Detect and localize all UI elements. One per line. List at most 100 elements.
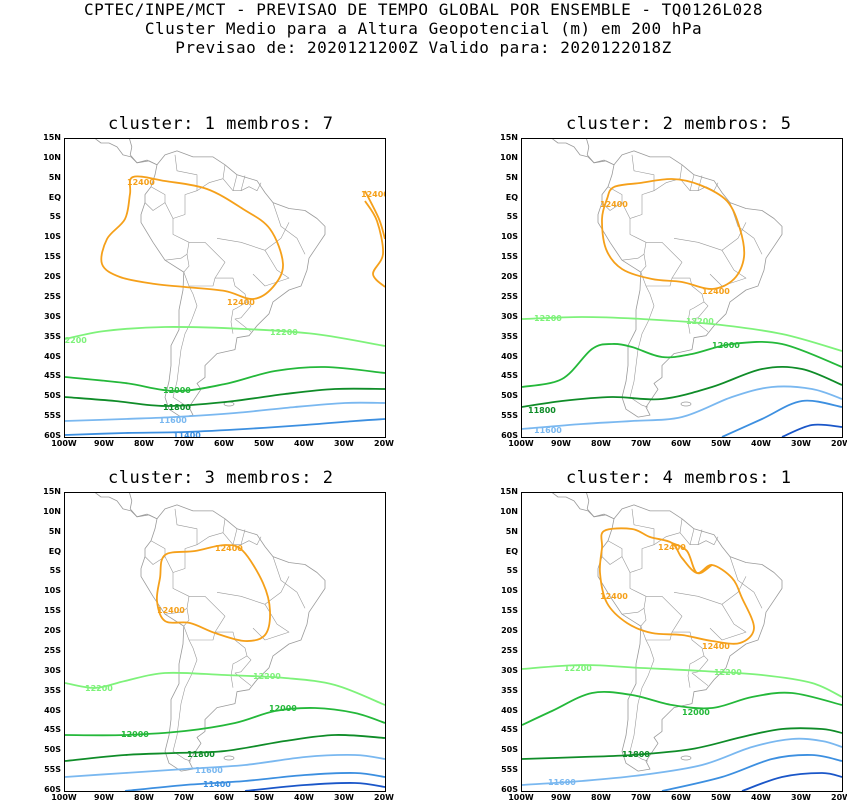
lon-label: 40W: [751, 439, 771, 448]
contour-line: [65, 366, 385, 392]
lat-label: 5S: [506, 212, 518, 222]
lat-label: 15N: [500, 487, 518, 496]
lon-label: 70W: [631, 793, 651, 802]
country-border: [697, 175, 703, 191]
contour-line: [522, 385, 842, 430]
contour-line: [124, 772, 385, 791]
lon-label: 100W: [508, 793, 534, 802]
country-border: [172, 508, 198, 597]
lat-label: 40S: [44, 351, 61, 361]
country-border: [222, 532, 262, 545]
lon-label: 40W: [294, 793, 314, 802]
lon-label: 60W: [671, 793, 691, 802]
contour-label: 11400: [203, 780, 231, 789]
lat-label: 10N: [43, 152, 61, 162]
lat-label: 30S: [501, 311, 518, 321]
country-border: [240, 529, 246, 545]
contour-label: 12200: [534, 314, 562, 323]
coastline-central-america-north: [129, 493, 158, 520]
contour-line: [522, 664, 842, 698]
lat-label: 15N: [43, 133, 61, 142]
lon-label: 40W: [751, 793, 771, 802]
lat-label: 5S: [49, 212, 61, 222]
contour-label: 12400: [127, 178, 155, 187]
country-border: [709, 604, 747, 641]
lat-label: 10S: [501, 586, 518, 596]
lat-label: 45S: [501, 371, 518, 381]
lat-label: 15S: [501, 252, 518, 262]
lat-label: 60S: [501, 431, 518, 440]
lat-label: 55S: [501, 765, 518, 775]
contour-label: 11400: [173, 431, 201, 437]
lon-label: 100W: [51, 793, 77, 802]
country-border: [196, 518, 226, 545]
contour-line: [522, 727, 842, 760]
contour-line: [522, 690, 842, 726]
country-border: [653, 518, 683, 545]
contour-label: 12400: [658, 543, 686, 552]
lon-label: 70W: [631, 439, 651, 448]
lat-label: 20S: [501, 272, 518, 282]
lon-label: 50W: [711, 439, 731, 448]
lon-label: 40W: [294, 439, 314, 448]
country-border: [172, 154, 198, 243]
lat-label: 30S: [44, 311, 61, 321]
lon-label: 50W: [711, 793, 731, 802]
lon-label: 90W: [94, 439, 114, 448]
lon-label: 30W: [334, 793, 354, 802]
contour-label: 12200: [564, 664, 592, 673]
lat-label: 50S: [44, 391, 61, 401]
contour-label: 12400: [600, 592, 628, 601]
panel-title: cluster: 4 membros: 1: [566, 468, 792, 488]
lat-label: 5S: [506, 566, 518, 576]
contour-line: [364, 200, 385, 288]
contour-line: [741, 772, 842, 791]
lon-label: 90W: [551, 793, 571, 802]
contour-label: 12000: [269, 704, 297, 713]
lat-label: EQ: [505, 192, 518, 202]
lon-label: 20W: [831, 793, 847, 802]
lon-label: 80W: [591, 793, 611, 802]
lon-label: 20W: [374, 793, 394, 802]
lon-label: 80W: [134, 439, 154, 448]
lon-label: 20W: [374, 439, 394, 448]
contour-line: [601, 178, 746, 290]
lon-label: 20W: [831, 439, 847, 448]
contour-label: 12400: [157, 606, 185, 615]
lat-label: 35S: [501, 685, 518, 695]
lon-label: 90W: [551, 439, 571, 448]
contour-label: 12400: [227, 298, 255, 307]
island-falklands: [680, 755, 692, 761]
contour-label: 12400: [600, 200, 628, 209]
contour-line: [522, 340, 842, 388]
country-border: [164, 253, 188, 261]
lat-label: 50S: [501, 745, 518, 755]
contour-line: [781, 423, 842, 437]
map-frame: 12400 12400 12200 12200 12000 12000 11800 11600…: [64, 492, 386, 792]
panel-title: cluster: 2 membros: 5: [566, 114, 792, 134]
lat-label: 15S: [44, 606, 61, 616]
lat-label: 20S: [44, 626, 61, 636]
lon-label: 60W: [214, 439, 234, 448]
contour-line: [65, 418, 385, 436]
lon-label: 100W: [508, 439, 534, 448]
map-canvas: 12400 12400 12400 12200 12200 12000 11800 11600…: [65, 139, 385, 437]
contour-label: 11600: [159, 416, 187, 425]
contour-label: 11600: [548, 778, 576, 787]
header-title: CPTEC/INPE/MCT - PREVISAO DE TEMPO GLOBA…: [84, 0, 763, 19]
lat-label: 10N: [500, 152, 518, 162]
lat-label: 35S: [44, 331, 61, 341]
lat-label: 40S: [501, 705, 518, 715]
lat-label: 55S: [501, 411, 518, 421]
lat-label: 15S: [501, 606, 518, 616]
lat-label: 5N: [505, 526, 518, 536]
lon-label: 30W: [334, 439, 354, 448]
map-canvas: 12400 12400 12400 12200 12200 12000 11800 11600: [522, 493, 842, 791]
lon-label: 50W: [254, 793, 274, 802]
contour-line: [100, 175, 284, 300]
header-subtitle: Cluster Medio para a Altura Geopotencial…: [144, 19, 703, 38]
panel-title: cluster: 3 membros: 2: [108, 468, 334, 488]
coastline-south-america: [597, 504, 783, 772]
contour-label: 12200: [686, 317, 714, 326]
lat-label: 15S: [44, 252, 61, 262]
